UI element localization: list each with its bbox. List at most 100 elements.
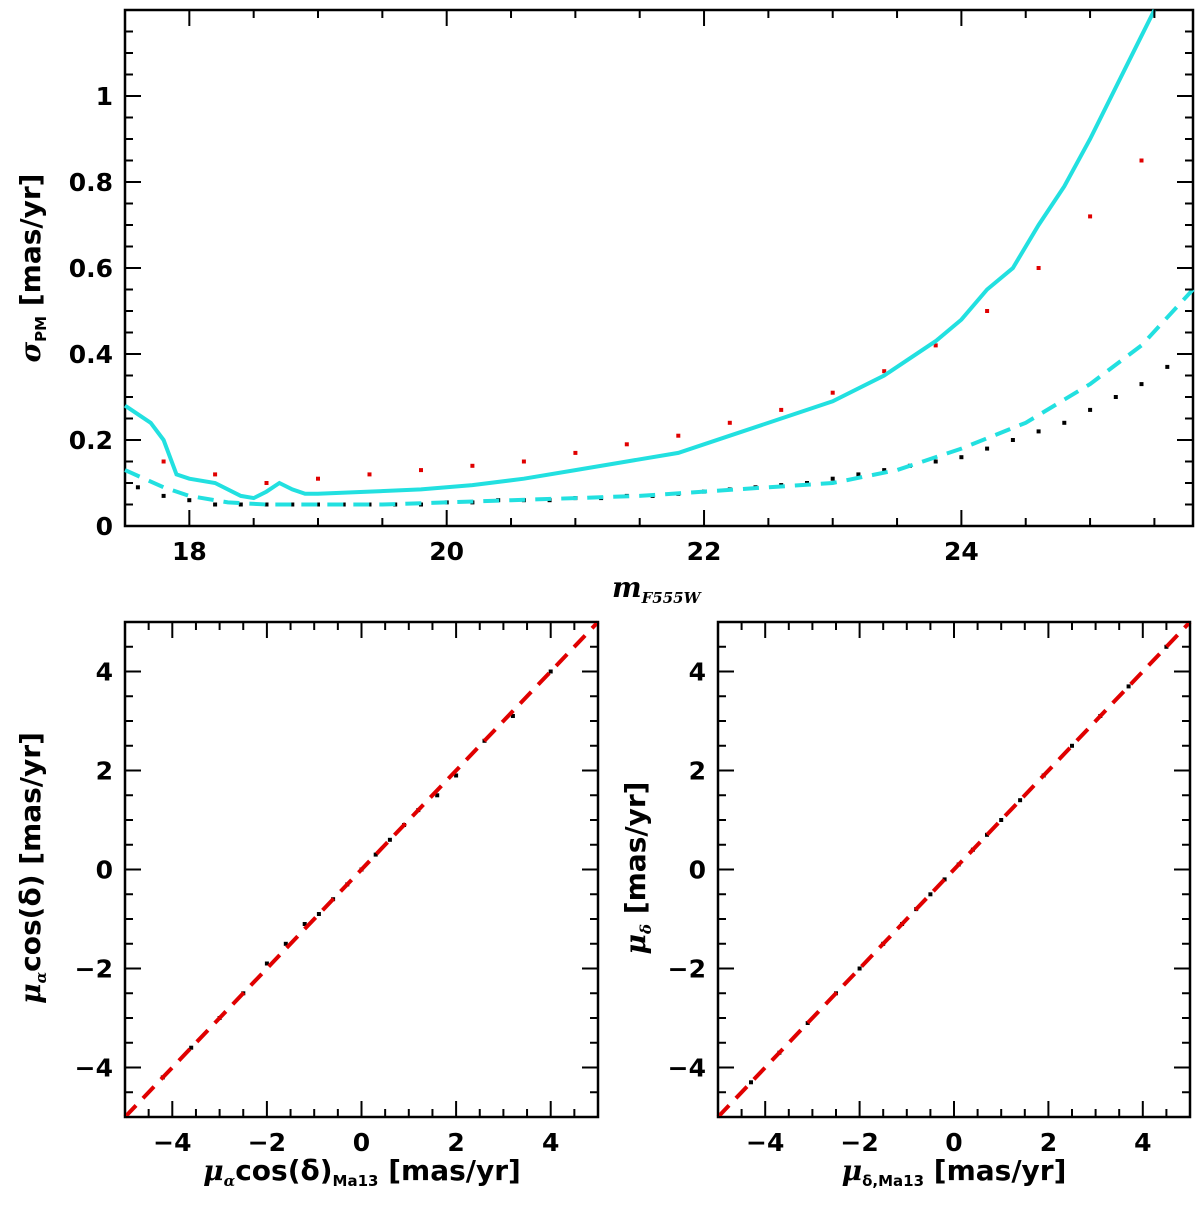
top-series-1-point xyxy=(521,459,526,464)
bl-series-0-point xyxy=(510,714,515,718)
br-xlabel-main: μ xyxy=(842,1154,863,1187)
bl-ytick-label: −4 xyxy=(75,1054,113,1083)
top-ytick-label: 0.6 xyxy=(69,254,113,283)
top-series-0-point xyxy=(1036,429,1041,434)
br-ylabel-unit: [mas/yr] xyxy=(619,782,652,924)
top-ylabel-unit: [mas/yr] xyxy=(14,174,47,316)
top-ytick-label: 0 xyxy=(96,512,113,541)
bottom-right-xlabel: μδ,Ma13 [mas/yr] xyxy=(842,1154,1067,1190)
top-xlabel: mF555W xyxy=(612,571,703,607)
top-series-1-point xyxy=(316,476,320,481)
top-ylabel-main: σ xyxy=(14,341,47,362)
br-series-1-line xyxy=(716,620,1192,1119)
top-plot-frame xyxy=(123,8,1195,528)
top-series-1-point xyxy=(779,407,784,412)
top-series-0-point xyxy=(985,446,990,451)
bottom-right-marks xyxy=(716,620,1192,1119)
br-series-0-point xyxy=(942,877,947,882)
top-series-0-point xyxy=(959,455,964,460)
bl-series-0-point xyxy=(454,773,459,778)
top-axes: 18 20 22 24 0 0.2 0.4 0.6 0.8 1 xyxy=(69,9,1193,566)
bottom-right-ylabel: μδ [mas/yr] xyxy=(619,782,655,955)
bl-xtick-label: 2 xyxy=(447,1128,464,1157)
br-xtick-label: −4 xyxy=(746,1128,784,1157)
top-ytick-label: 0.4 xyxy=(69,340,113,369)
br-ytick-label: 0 xyxy=(689,856,706,885)
top-series-1-point xyxy=(830,390,835,395)
bottom-right-axes: −4 −2 0 2 4 −4 −2 0 2 4 xyxy=(668,621,1191,1157)
top-series-0-point xyxy=(1113,395,1118,399)
bl-xlabel-main: μ xyxy=(203,1154,224,1187)
top-series-1-point xyxy=(1139,158,1144,163)
bl-series-1-line xyxy=(123,620,600,1119)
bl-xtick-label: 4 xyxy=(542,1128,559,1157)
top-series-1-point xyxy=(419,468,423,473)
bottom-left-marks xyxy=(123,620,600,1119)
br-ytick-label: −4 xyxy=(668,1054,706,1083)
top-series-0-point xyxy=(187,498,192,503)
top-ytick-label: 0.2 xyxy=(69,426,113,455)
bl-series-0-point xyxy=(435,793,440,798)
top-series-0-point xyxy=(213,502,218,507)
br-series-0-point xyxy=(857,966,862,971)
top-series-0-point xyxy=(882,468,887,473)
top-xlabel-main: m xyxy=(612,571,642,604)
top-series-0-point xyxy=(1165,364,1170,369)
top-series-1-point xyxy=(573,450,578,455)
br-xtick-label: 0 xyxy=(945,1128,962,1157)
br-series-0-point xyxy=(1164,644,1169,649)
top-series-0-point xyxy=(135,485,140,490)
top-panel: 18 20 22 24 0 0.2 0.4 0.6 0.8 1 mF555W σPM [mas/y… xyxy=(14,8,1195,607)
bottom-left-ylabel: μαcos(δ) [mas/yr] xyxy=(14,732,50,1004)
bl-series-0-point xyxy=(316,912,321,916)
bl-ytick-label: 0 xyxy=(96,856,113,885)
bl-series-0-point xyxy=(548,669,553,674)
br-ylabel-sub: δ xyxy=(637,924,655,935)
bl-series-0-point xyxy=(373,852,378,857)
br-xtick-label: 2 xyxy=(1040,1128,1057,1157)
br-series-0-point xyxy=(1126,684,1131,689)
top-series-0-point xyxy=(830,476,835,481)
bl-series-0-point xyxy=(264,961,269,966)
bl-xtick-label: −2 xyxy=(248,1128,286,1157)
br-series-0-point xyxy=(1070,743,1074,748)
br-xtick-label: 4 xyxy=(1134,1128,1151,1157)
top-series-0-point xyxy=(1062,420,1067,425)
top-series-0-point xyxy=(367,502,372,507)
br-ylabel-main: μ xyxy=(619,934,652,955)
bl-series-0-point xyxy=(387,837,392,842)
top-series-0-point xyxy=(1088,407,1093,412)
bl-series-0-point xyxy=(302,922,307,926)
bl-xtick-label: 0 xyxy=(353,1128,370,1157)
bottom-left-axes: −4 −2 0 2 4 −4 −2 0 2 4 xyxy=(75,621,599,1157)
top-series-1-point xyxy=(727,420,732,425)
top-series-1-point xyxy=(882,369,887,374)
top-ylabel: σPM [mas/yr] xyxy=(14,174,50,363)
top-series-0-point xyxy=(264,502,269,507)
bottom-left-xlabel: μαcos(δ)Ma13 [mas/yr] xyxy=(203,1154,521,1190)
bl-xlabel-sub1: α xyxy=(224,1172,236,1190)
bl-xtick-label: −4 xyxy=(153,1128,191,1157)
top-series-1-point xyxy=(264,481,269,485)
top-series-1-point xyxy=(676,433,681,438)
top-series-0-point xyxy=(316,502,320,507)
top-series-0-point xyxy=(933,459,938,464)
bl-xlabel-mid: cos(δ) xyxy=(235,1154,332,1187)
top-series-1-point xyxy=(933,343,938,348)
br-ytick-label: 4 xyxy=(689,658,706,687)
br-series-0-point xyxy=(928,892,933,897)
top-series-0-point xyxy=(1139,382,1144,387)
bl-ytick-label: −2 xyxy=(75,955,113,984)
top-series-0-point xyxy=(238,502,243,507)
top-xtick-label: 24 xyxy=(944,537,979,566)
top-series-2-line xyxy=(123,9,1157,501)
top-series-3-line xyxy=(124,288,1195,507)
top-series-0-point xyxy=(856,472,861,477)
top-xlabel-sub: F555W xyxy=(641,589,703,607)
top-series-0-point xyxy=(1010,438,1015,442)
bl-ytick-label: 4 xyxy=(96,658,113,687)
br-ytick-label: −2 xyxy=(668,955,706,984)
